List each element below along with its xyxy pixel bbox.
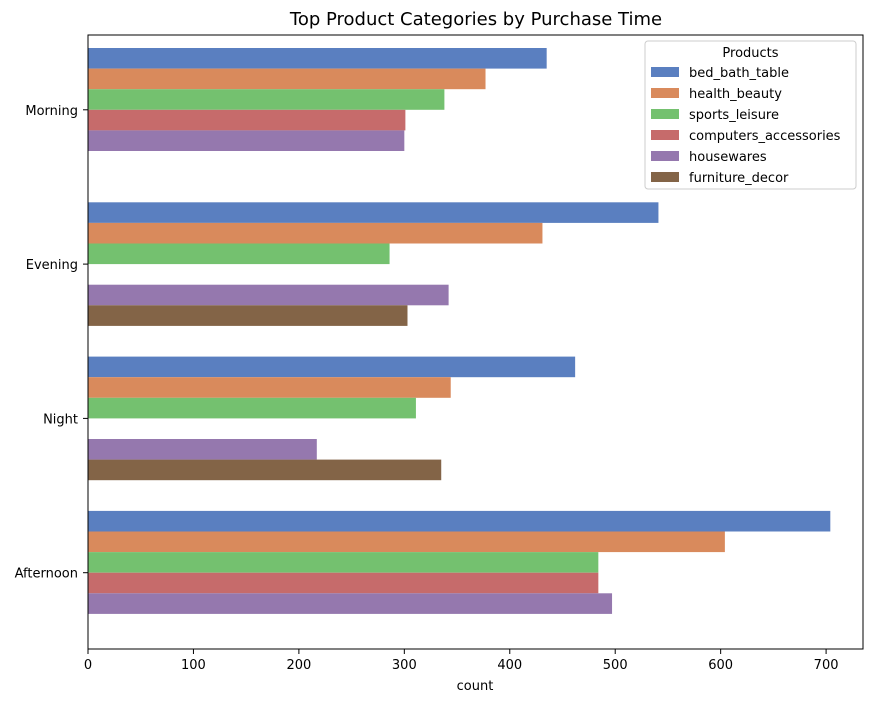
chart-title: Top Product Categories by Purchase Time (289, 9, 662, 30)
y-tick-label: Evening (26, 258, 78, 273)
bar-evening-bed-bath-table (88, 202, 659, 223)
x-axis-label: count (457, 679, 494, 694)
bar-morning-computers-accessories (88, 109, 406, 131)
legend-title: Products (722, 46, 778, 61)
bar-morning-housewares (88, 130, 405, 151)
bar-night-furniture-decor (88, 459, 442, 481)
x-axis: 0 100 200 300 400 500 600 700 (84, 649, 839, 673)
bar-morning-health-beauty (88, 68, 486, 90)
y-tick-label: Afternoon (15, 567, 78, 582)
y-axis: Morning Evening Night Afternoon (15, 104, 88, 582)
x-tick-label: 700 (814, 658, 839, 673)
legend-swatch (651, 151, 679, 161)
legend-swatch (651, 172, 679, 182)
x-tick-label: 500 (603, 658, 628, 673)
plot-frame (87, 34, 864, 650)
x-tick-label: 600 (708, 658, 733, 673)
x-tick-label: 100 (181, 658, 206, 673)
bars-group (88, 48, 831, 614)
bar-evening-health-beauty (88, 222, 543, 244)
bar-evening-furniture-decor (88, 305, 408, 326)
bar-afternoon-health-beauty (88, 531, 725, 553)
legend-swatch (651, 88, 679, 98)
bar-morning-bed-bath-table (88, 48, 547, 69)
legend-swatch (651, 130, 679, 140)
bar-night-bed-bath-table (88, 356, 576, 378)
bar-evening-sports-leisure (88, 243, 390, 265)
bar-afternoon-sports-leisure (88, 552, 599, 573)
x-tick-label: 300 (392, 658, 417, 673)
bar-night-housewares (88, 439, 317, 460)
x-tick-label: 200 (286, 658, 311, 673)
bar-afternoon-computers-accessories (88, 572, 599, 594)
legend-swatch (651, 109, 679, 119)
y-tick-label: Night (43, 412, 78, 427)
bar-afternoon-bed-bath-table (88, 510, 831, 532)
y-tick-label: Morning (25, 104, 78, 119)
legend-entry: furniture_decor (689, 171, 789, 186)
bar-evening-housewares (88, 284, 449, 306)
legend-box (644, 40, 857, 190)
bar-morning-sports-leisure (88, 89, 445, 110)
legend-entry: bed_bath_table (689, 66, 789, 81)
legend-swatch (651, 67, 679, 77)
legend-entry: housewares (689, 150, 767, 165)
bar-night-sports-leisure (88, 397, 416, 419)
x-tick-label: 0 (84, 658, 92, 673)
x-tick-label: 400 (497, 658, 522, 673)
bar-afternoon-housewares (88, 593, 613, 614)
bar-night-health-beauty (88, 377, 451, 398)
legend-entry: health_beauty (689, 87, 782, 102)
legend-entry: sports_leisure (689, 108, 779, 123)
legend-entry: computers_accessories (689, 129, 841, 144)
legend: Products bed_bath_table health_beautysport… (644, 40, 857, 190)
